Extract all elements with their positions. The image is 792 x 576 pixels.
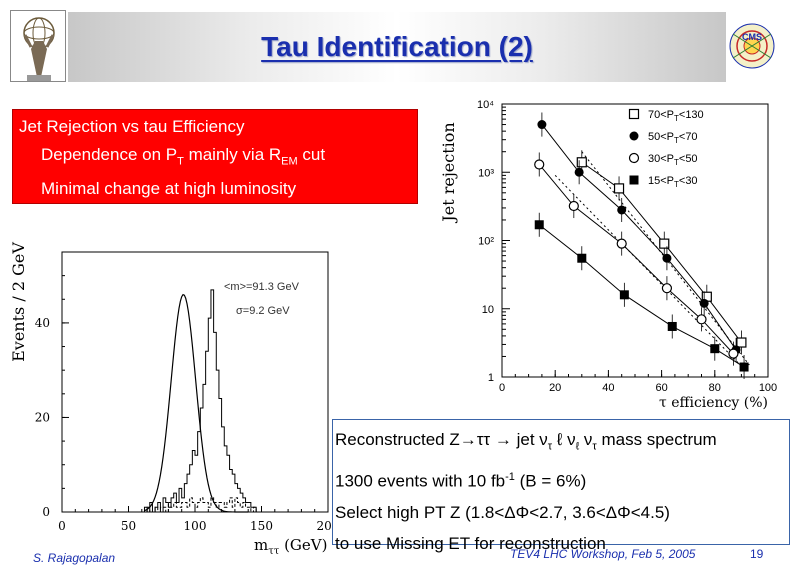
- events-line: 1300 events with 10 fb-1 (B = 6%): [335, 471, 587, 492]
- y-tick-label: 10²: [478, 236, 494, 248]
- data-point: [699, 298, 709, 308]
- x-tick-label: 20: [549, 382, 561, 394]
- cms-logo-icon: CMS: [727, 14, 777, 78]
- data-point: [616, 238, 627, 249]
- plot-frame: [501, 103, 769, 378]
- data-point: [576, 157, 587, 168]
- data-point: [662, 253, 672, 263]
- data-point: [728, 348, 739, 359]
- data-point: [534, 220, 544, 230]
- slide-title: Tau Identification (2): [261, 31, 533, 62]
- atlas-logo-icon: [10, 10, 66, 82]
- data-point: [534, 159, 545, 170]
- x-tick-label: 80: [709, 382, 721, 394]
- footer-page-number: 19: [750, 547, 764, 561]
- y-axis-label: Events / 2 GeV: [9, 242, 28, 362]
- y-tick-label: 20: [35, 410, 50, 424]
- x-axis-label: τ efficiency (%): [659, 395, 768, 411]
- data-point: [659, 238, 670, 249]
- data-point: [568, 200, 579, 212]
- selection-line: Select high PT Z (1.8<ΔΦ<2.7, 3.6<ΔΦ<4.5…: [335, 503, 670, 523]
- x-tick-label: 0: [58, 519, 66, 533]
- y-tick-label: 10⁴: [477, 99, 494, 111]
- x-tick-label: 150: [250, 519, 273, 533]
- reconstruction-notes-box: Reconstructed Z→ττ → jet ντ ℓ νℓ ντ mass…: [332, 419, 790, 553]
- y-axis-label: Jet rejection: [439, 122, 458, 223]
- x-tick-label: 0: [499, 382, 505, 394]
- mean-annotation: <m>=91.3 GeV: [224, 281, 300, 293]
- y-tick-label: 0: [42, 505, 50, 519]
- histogram-dashed-line: [141, 497, 259, 513]
- data-point: [667, 321, 677, 331]
- legend-entry: 50<PT<70: [648, 131, 698, 145]
- series-line: [541, 124, 737, 351]
- legend-marker: [629, 175, 639, 185]
- data-point: [710, 344, 720, 354]
- luminosity-line: Minimal change at high luminosity: [41, 179, 297, 199]
- data-point: [696, 314, 707, 325]
- legend-entry: 15<PT<30: [648, 175, 698, 189]
- series-line: [538, 224, 745, 368]
- data-point: [736, 337, 747, 348]
- x-tick-label: 40: [602, 382, 614, 394]
- pt-dependence-line: Dependence on PT mainly via REM cut: [41, 145, 326, 168]
- footer-author: S. Rajagopalan: [33, 551, 116, 565]
- legend-entry: 70<PT<130: [648, 109, 704, 123]
- data-point: [661, 283, 673, 294]
- data-point: [537, 120, 547, 130]
- series-line: [538, 164, 734, 354]
- legend-marker: [628, 108, 640, 120]
- x-tick-label: 100: [184, 519, 207, 533]
- x-tick-label: 60: [655, 382, 667, 394]
- x-tick-label: 50: [121, 519, 136, 533]
- guide-line: [554, 175, 748, 372]
- x-tick-label: 200: [317, 519, 336, 533]
- jet-rejection-plot: 0 20 40 60 80 100 1 10 10² 10³ 10⁴ τ efficiency (%)…: [439, 99, 777, 411]
- y-tick-label: 10: [482, 304, 494, 316]
- data-point: [739, 362, 749, 372]
- missing-et-line: to use Missing ET for reconstruction: [335, 534, 606, 554]
- legend-marker: [628, 152, 640, 164]
- mass-spectrum-histogram: 0 50 100 150 200 0 20 40 mττ (GeV) Events / 2 GeV…: [9, 242, 336, 555]
- gaussian-fit-curve: [144, 293, 249, 513]
- data-point: [617, 205, 627, 215]
- legend-entry: 30<PT<50: [648, 153, 698, 167]
- data-point: [619, 290, 629, 300]
- y-tick-label: 40: [35, 316, 50, 330]
- data-point: [613, 183, 625, 194]
- data-point: [577, 253, 587, 263]
- reconstruction-line: Reconstructed Z→ττ → jet ντ ℓ νℓ ντ mass…: [335, 430, 717, 453]
- footer-workshop: TEV4 LHC Workshop, Feb 5, 2005: [510, 547, 696, 561]
- data-point: [574, 167, 584, 177]
- slide-title-band: Tau Identification (2): [68, 12, 726, 82]
- sigma-annotation: σ=9.2 GeV: [236, 305, 290, 317]
- jet-rejection-summary-box: Jet Rejection vs tau Efficiency Dependen…: [12, 109, 418, 204]
- x-tick-label: 100: [759, 382, 777, 394]
- y-tick-label: 1: [488, 372, 494, 384]
- x-axis-label: mττ (GeV): [254, 536, 327, 555]
- legend-marker: [629, 131, 639, 141]
- svg-text:CMS: CMS: [742, 32, 762, 42]
- jet-rejection-heading: Jet Rejection vs tau Efficiency: [19, 117, 245, 136]
- y-tick-label: 10³: [478, 167, 494, 179]
